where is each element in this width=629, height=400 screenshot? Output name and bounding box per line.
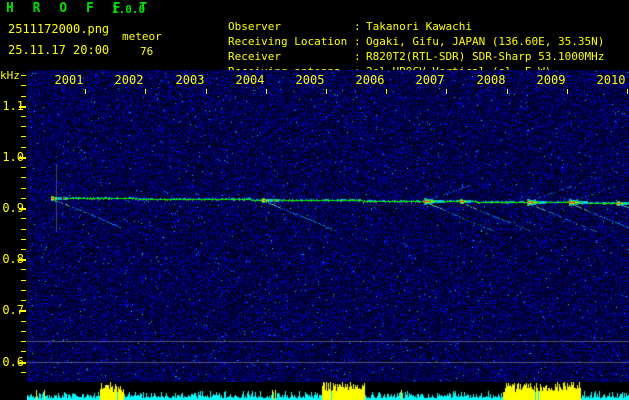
- app-version: 1.0.0: [112, 3, 146, 16]
- y-tick-minor: [21, 290, 26, 291]
- amplitude-canvas: [27, 382, 629, 400]
- y-tick-label: 1.1: [2, 99, 24, 113]
- y-tick-minor: [21, 116, 26, 117]
- y-tick-minor: [21, 188, 26, 189]
- y-tick-minor: [21, 75, 26, 76]
- y-tick-minor: [21, 341, 26, 342]
- x-tick: [627, 89, 628, 94]
- y-tick-label: 1.0: [2, 150, 24, 164]
- y-tick-major: [19, 362, 26, 364]
- x-tick-label: 2001: [54, 73, 84, 87]
- y-tick-minor: [21, 300, 26, 301]
- metadata-block: Observer: Takanori Kawachi Receiving Loca…: [175, 4, 627, 78]
- x-tick: [85, 89, 86, 94]
- spectrogram-canvas: [27, 70, 629, 382]
- x-tick-label: 2008: [476, 73, 506, 87]
- spectrogram-plot: [27, 70, 629, 382]
- x-tick: [326, 89, 327, 94]
- app-title: H R O F F T: [6, 1, 153, 16]
- x-tick-label: 2006: [355, 73, 385, 87]
- metadata-key: Observer: [227, 20, 281, 33]
- y-tick-minor: [21, 351, 26, 352]
- x-tick-label: 2005: [295, 73, 325, 87]
- y-tick-minor: [21, 85, 26, 86]
- metadata-row: Observer: Takanori Kawachi: [175, 4, 627, 33]
- metadata-colon: :: [353, 20, 361, 33]
- y-tick-minor: [21, 167, 26, 168]
- y-tick-major: [19, 208, 26, 210]
- metadata-key: Receiving Location: [227, 35, 348, 48]
- y-tick-minor: [21, 239, 26, 240]
- y-tick-label: 0.8: [2, 252, 24, 266]
- metadata-value: R820T2(RTL-SDR) SDR-Sharp 53.1000MHz: [365, 50, 605, 63]
- metadata-key: Receiver: [227, 50, 281, 63]
- x-tick: [507, 89, 508, 94]
- y-tick-minor: [21, 280, 26, 281]
- x-tick: [206, 89, 207, 94]
- metadata-value: Ogaki, Gifu, JAPAN (136.60E, 35.35N): [365, 35, 605, 48]
- metadata-colon: :: [353, 50, 361, 63]
- y-tick-minor: [21, 269, 26, 270]
- y-tick-minor: [21, 372, 26, 373]
- y-tick-minor: [21, 136, 26, 137]
- file-name: 2511172000.png: [8, 22, 110, 36]
- y-tick-minor: [21, 331, 26, 332]
- metadata-row: Receiver: R820T2(RTL-SDR) SDR-Sharp 53.10…: [175, 34, 627, 63]
- y-axis-unit-label: kHz: [0, 69, 20, 82]
- x-tick: [567, 89, 568, 94]
- y-tick-minor: [21, 218, 26, 219]
- amplitude-gutter: [22, 382, 27, 400]
- y-tick-minor: [21, 198, 26, 199]
- x-tick: [145, 89, 146, 94]
- meteor-count: 76: [140, 45, 154, 58]
- y-tick-minor: [21, 147, 26, 148]
- metadata-value: Takanori Kawachi: [365, 20, 472, 33]
- x-tick-label: 2009: [536, 73, 566, 87]
- y-tick-minor: [21, 126, 26, 127]
- amplitude-strip: [27, 382, 629, 400]
- y-tick-minor: [21, 229, 26, 230]
- metadata-row: Receiving Location: Ogaki, Gifu, JAPAN (1…: [175, 19, 627, 48]
- y-tick-label: 0.7: [2, 303, 24, 317]
- x-tick: [386, 89, 387, 94]
- x-tick: [266, 89, 267, 94]
- x-tick-label: 2007: [415, 73, 445, 87]
- y-tick-minor: [21, 321, 26, 322]
- y-tick-minor: [21, 249, 26, 250]
- y-tick-minor: [21, 177, 26, 178]
- x-tick: [446, 89, 447, 94]
- file-datetime: 25.11.17 20:00: [8, 43, 110, 57]
- y-tick-major: [19, 310, 26, 312]
- meteor-label: meteor: [122, 30, 162, 43]
- metadata-colon: :: [353, 35, 361, 48]
- header-panel: H R O F F T 1.0.0 2511172000.png 25.11.1…: [0, 0, 629, 78]
- x-tick-label: 2004: [235, 73, 265, 87]
- y-tick-major: [19, 106, 26, 108]
- x-tick-label: 2010: [596, 73, 626, 87]
- y-tick-major: [19, 259, 26, 261]
- y-tick-major: [19, 157, 26, 159]
- y-tick-label: 0.6: [2, 355, 24, 369]
- x-tick-label: 2003: [175, 73, 205, 87]
- y-tick-minor: [21, 96, 26, 97]
- y-tick-label: 0.9: [2, 201, 24, 215]
- x-tick-label: 2002: [114, 73, 144, 87]
